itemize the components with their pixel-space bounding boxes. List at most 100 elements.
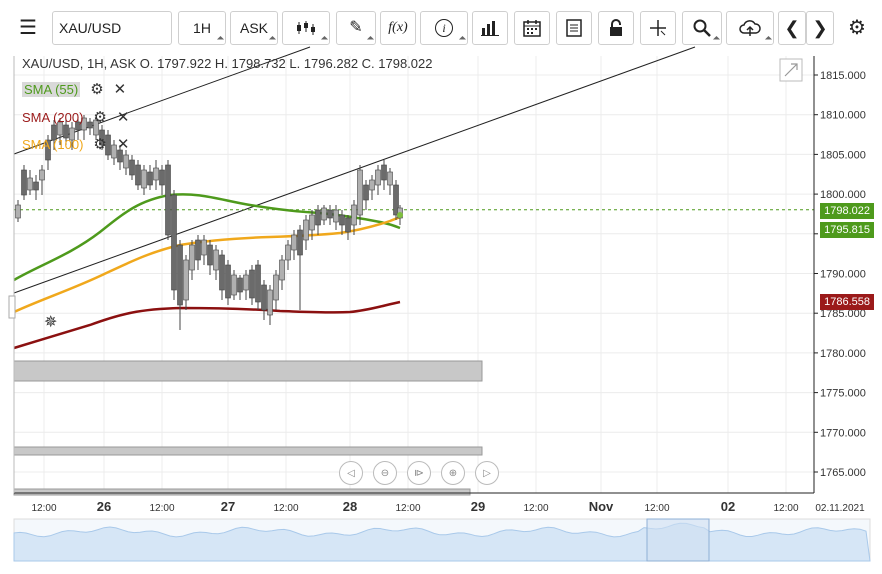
close-icon[interactable]: ✕ bbox=[116, 109, 130, 126]
candle-body bbox=[357, 169, 363, 216]
candle-body bbox=[159, 169, 165, 186]
x-tick-label: 12:00 bbox=[523, 503, 548, 514]
indicators-button[interactable]: f(x) bbox=[380, 11, 416, 45]
candle-body bbox=[345, 217, 351, 233]
crosshair-icon bbox=[650, 20, 666, 36]
report-button[interactable] bbox=[556, 11, 592, 45]
candle-body bbox=[315, 209, 321, 226]
cloud-upload-icon bbox=[739, 20, 761, 36]
candle-body bbox=[27, 177, 33, 191]
candles-layer bbox=[15, 115, 403, 330]
candle-body bbox=[153, 167, 159, 181]
candle-body bbox=[255, 264, 261, 303]
sma55-price-label: 1795.815 bbox=[820, 222, 874, 238]
candle-body bbox=[69, 127, 75, 141]
lock-button[interactable] bbox=[598, 11, 634, 45]
sma200-price-label: 1786.558 bbox=[820, 294, 874, 310]
info-icon: i bbox=[435, 19, 453, 37]
candle-body bbox=[243, 274, 249, 291]
gear-icon[interactable]: ⚙ bbox=[93, 109, 107, 126]
candle-body bbox=[177, 244, 183, 306]
candle-body bbox=[363, 184, 369, 201]
settings-button[interactable]: ⚙ bbox=[842, 11, 872, 45]
draw-tool-button[interactable]: ✎ bbox=[336, 11, 376, 45]
info-button[interactable]: i bbox=[420, 11, 468, 45]
candle-body bbox=[189, 244, 195, 271]
magnifier-icon bbox=[693, 19, 711, 37]
candle-body bbox=[141, 169, 147, 189]
y-tick-label: 1800.000 bbox=[820, 189, 866, 201]
reset-zoom-button[interactable]: ⧐ bbox=[407, 461, 431, 485]
y-tick-label: 1790.000 bbox=[820, 269, 866, 281]
zoom-in-icon: ⊕ bbox=[448, 467, 458, 479]
candle-body bbox=[147, 171, 153, 186]
candle-body bbox=[387, 171, 393, 186]
candle-body bbox=[93, 119, 99, 136]
candle-body bbox=[261, 284, 267, 311]
candle-body bbox=[351, 204, 357, 226]
x-tick-label: 27 bbox=[221, 499, 235, 514]
gear-icon[interactable]: ⚙ bbox=[90, 81, 104, 98]
zoom-button[interactable] bbox=[682, 11, 722, 45]
symbol-text: XAU/USD bbox=[59, 20, 122, 36]
crosshair-button[interactable] bbox=[640, 11, 676, 45]
cloud-button[interactable] bbox=[726, 11, 774, 45]
candle-body bbox=[375, 169, 381, 186]
scroll-right-button[interactable]: ❯ bbox=[806, 11, 834, 45]
candle-body bbox=[183, 259, 189, 301]
pan-right-button[interactable]: ▷ bbox=[475, 461, 499, 485]
candle-body bbox=[39, 169, 45, 181]
close-icon[interactable]: ✕ bbox=[116, 136, 130, 153]
pencil-icon: ✎ bbox=[349, 19, 363, 36]
indicator-sma100[interactable]: SMA (100) ⚙ ✕ bbox=[22, 135, 129, 153]
chart-grid bbox=[14, 56, 814, 493]
triangle-right-icon: ▷ bbox=[483, 467, 491, 479]
candle-body bbox=[15, 204, 21, 219]
gear-icon[interactable]: ⚙ bbox=[93, 136, 107, 153]
candlestick-icon bbox=[297, 21, 315, 35]
indicator-label: SMA (100) bbox=[22, 136, 84, 152]
calendar-icon bbox=[523, 20, 541, 37]
trendline-lower bbox=[13, 46, 696, 294]
gear-icon: ⚙ bbox=[848, 17, 866, 39]
y-tick-label: 1805.000 bbox=[820, 149, 866, 161]
price-type-text: ASK bbox=[239, 20, 268, 36]
chart-type-button[interactable] bbox=[282, 11, 330, 45]
scroll-left-button[interactable]: ❮ bbox=[778, 11, 806, 45]
x-tick-label: Nov bbox=[589, 499, 614, 514]
candle-body bbox=[369, 179, 375, 191]
x-axis-labels: 12:00 26 12:00 27 12:00 28 12:00 29 12:00 Nov 12:0… bbox=[31, 499, 865, 514]
calendar-button[interactable] bbox=[514, 11, 550, 45]
candle-body bbox=[165, 164, 171, 236]
candle-body bbox=[105, 134, 111, 156]
candle-body bbox=[267, 289, 273, 316]
candle-body bbox=[171, 194, 177, 291]
y-axis-labels: 1815.0001810.0001805.0001800.0001795.000… bbox=[814, 70, 866, 479]
close-icon[interactable]: ✕ bbox=[113, 81, 127, 98]
symbol-field[interactable]: XAU/USD bbox=[52, 11, 172, 45]
candle-body bbox=[321, 207, 327, 221]
indicator-sma55[interactable]: SMA (55) ⚙ ✕ bbox=[22, 80, 126, 98]
expand-icon[interactable] bbox=[779, 58, 803, 82]
volume-button[interactable] bbox=[472, 11, 508, 45]
zoom-out-button[interactable]: ⊖ bbox=[373, 461, 397, 485]
candle-body bbox=[249, 269, 255, 299]
pan-left-button[interactable]: ◁ bbox=[339, 461, 363, 485]
y-tick-label: 1810.000 bbox=[820, 110, 866, 122]
y-tick-label: 1765.000 bbox=[820, 467, 866, 479]
candle-body bbox=[123, 154, 129, 169]
candle-body bbox=[135, 164, 141, 186]
x-tick-label: 12:00 bbox=[395, 503, 420, 514]
price-type-select[interactable]: ASK bbox=[230, 11, 278, 45]
ohlc-readout: XAU/USD, 1H, ASK O. 1797.922 H. 1798.732… bbox=[22, 56, 433, 71]
zoom-in-button[interactable]: ⊕ bbox=[441, 461, 465, 485]
candle-body bbox=[117, 149, 123, 163]
timeframe-select[interactable]: 1H bbox=[178, 11, 226, 45]
document-icon bbox=[566, 19, 582, 37]
candle-body bbox=[87, 121, 93, 129]
bar-chart-icon bbox=[481, 21, 499, 36]
x-tick-label: 29 bbox=[471, 499, 485, 514]
indicator-sma200[interactable]: SMA (200) ⚙ ✕ bbox=[22, 108, 129, 126]
menu-button[interactable]: ☰ bbox=[10, 11, 46, 45]
